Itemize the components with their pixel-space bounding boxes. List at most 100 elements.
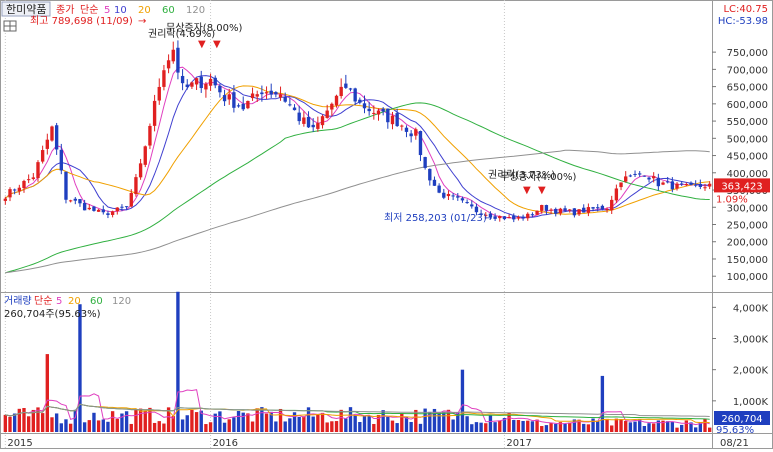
- candle-body: [507, 217, 511, 219]
- candle-body: [148, 125, 152, 146]
- volume-bar: [218, 411, 222, 432]
- ma-line-60: [5, 102, 710, 274]
- high-arrow-glyph: →: [138, 16, 146, 27]
- volume-bar: [656, 420, 661, 432]
- candle-body: [558, 208, 563, 214]
- candle-body: [428, 168, 432, 181]
- volume-bar: [8, 416, 12, 432]
- volume-bar: [465, 416, 469, 432]
- candle-body: [134, 177, 138, 195]
- candle-body: [162, 70, 166, 87]
- candle-body: [484, 214, 488, 216]
- candle-body: [92, 206, 96, 211]
- volume-bar: [549, 422, 553, 432]
- candle-body: [353, 88, 357, 102]
- volume-bar: [474, 422, 479, 432]
- event-2015-bonus: 무상증자(8.00%): [166, 22, 242, 34]
- volume-bar: [703, 418, 707, 432]
- candle-body: [670, 181, 675, 190]
- volume-bar: [404, 416, 409, 432]
- price-legend-item: 10: [114, 5, 127, 16]
- candle-body: [409, 133, 413, 137]
- candle-body: [549, 209, 553, 211]
- candle-body: [596, 207, 600, 209]
- volume-ma-line: [5, 403, 710, 424]
- volume-bar: [31, 409, 35, 432]
- candle-body: [194, 78, 199, 85]
- volume-bar: [255, 408, 259, 432]
- price-tick-label: 500,000: [727, 134, 768, 145]
- volume-bar: [502, 418, 507, 432]
- volume-bar: [516, 420, 521, 432]
- volume-bar: [292, 412, 297, 432]
- volume-bar: [596, 420, 600, 432]
- candle-body: [26, 179, 31, 181]
- candle-body: [101, 209, 105, 213]
- candle-body: [395, 113, 399, 127]
- volume-bar: [143, 411, 147, 432]
- volume-bar: [246, 413, 250, 432]
- candle-body: [591, 207, 595, 209]
- price-tick-label: 650,000: [727, 83, 768, 94]
- volume-bar: [367, 415, 371, 432]
- candle-body: [152, 100, 157, 126]
- volume-bar: [624, 420, 628, 432]
- volume-bar: [26, 416, 31, 432]
- volume-bar: [670, 421, 675, 432]
- candle-body: [605, 208, 609, 210]
- price-tick-label: 750,000: [727, 48, 768, 59]
- volume-bar: [437, 412, 441, 432]
- volume-bar: [115, 418, 119, 432]
- candle-body: [638, 173, 642, 175]
- volume-bar: [414, 409, 418, 432]
- stock-name-box[interactable]: [1, 1, 51, 17]
- volume-bar: [666, 421, 670, 432]
- candle-body: [442, 192, 446, 198]
- volume-bar: [106, 421, 110, 432]
- candle-body: [675, 183, 679, 189]
- price-tick-label: 600,000: [727, 100, 768, 111]
- price-tick-label: 150,000: [727, 255, 768, 266]
- volume-bar: [68, 423, 73, 432]
- candle-body: [465, 202, 469, 204]
- time-axis-label: 08/21: [720, 438, 749, 449]
- time-axis-label: 2017: [506, 438, 531, 449]
- volume-badge-value: 260,704: [721, 414, 762, 425]
- volume-bar: [129, 423, 133, 432]
- candle-body: [8, 189, 12, 198]
- candle-body: [330, 103, 334, 110]
- volume-bar: [675, 427, 679, 432]
- candle-body: [176, 47, 180, 73]
- candle-body: [344, 83, 348, 88]
- volume-bar: [269, 411, 273, 432]
- candle-body: [474, 206, 479, 213]
- candle-body: [297, 112, 301, 122]
- volume-bar: [222, 422, 227, 432]
- candle-body: [381, 108, 385, 112]
- volume-bar: [558, 422, 563, 432]
- candle-body: [22, 180, 26, 189]
- price-tick-label: 200,000: [727, 238, 768, 249]
- volume-bar: [684, 420, 689, 432]
- candle-body: [689, 182, 693, 185]
- candle-body: [59, 149, 63, 171]
- volume-bar: [540, 426, 544, 432]
- volume-bar: [124, 411, 129, 432]
- time-axis-label: 2015: [7, 438, 32, 449]
- volume-bar: [507, 412, 511, 432]
- volume-bar: [204, 424, 208, 432]
- candle-body: [512, 215, 516, 220]
- ma-line-20: [4, 85, 710, 215]
- candle-body: [703, 187, 707, 189]
- candle-body: [577, 209, 581, 215]
- candle-body: [446, 193, 451, 197]
- grid-icon[interactable]: [3, 20, 17, 32]
- candle-body: [12, 189, 17, 191]
- event-2015-rights: 권리락(4.69%): [148, 28, 215, 40]
- price-tick-label: 100,000: [727, 272, 768, 283]
- candle-body: [386, 108, 390, 123]
- candle-body: [143, 146, 147, 165]
- volume-legend-item: 120: [112, 296, 131, 307]
- volume-bar: [642, 425, 647, 432]
